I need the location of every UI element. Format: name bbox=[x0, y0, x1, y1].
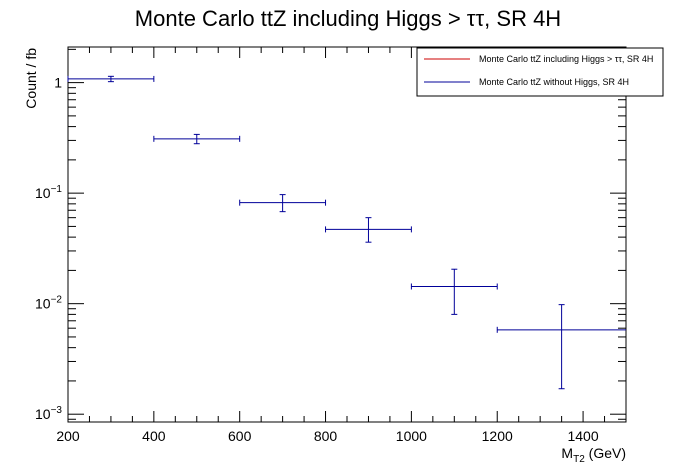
x-axis-label-main: M bbox=[561, 445, 573, 461]
data-point bbox=[239, 194, 327, 213]
data-point bbox=[67, 75, 155, 83]
y-tick-label: 10−1 bbox=[35, 184, 62, 201]
plot-frame bbox=[67, 46, 627, 423]
y-tick-label-base: 10 bbox=[35, 406, 51, 422]
y-tick-label: 1 bbox=[54, 75, 62, 91]
x-axis-label: MT2 (GeV) bbox=[561, 445, 626, 465]
x-tick-label: 400 bbox=[142, 428, 166, 444]
y-tick-label-exponent: −1 bbox=[51, 184, 63, 195]
x-tick-label: 800 bbox=[314, 428, 338, 444]
x-axis-label-unit: (GeV) bbox=[585, 445, 626, 461]
x-tick-label: 1200 bbox=[482, 428, 513, 444]
legend: Monte Carlo ttZ including Higgs > ττ, SR… bbox=[416, 47, 664, 97]
x-axis-label-sub: T2 bbox=[573, 454, 585, 465]
x-axis: 200 400 600 800 1000 1200 1400 bbox=[56, 47, 627, 444]
data-point bbox=[410, 268, 498, 315]
x-tick-label: 600 bbox=[228, 428, 252, 444]
y-tick-label: 10−2 bbox=[35, 295, 62, 312]
y-tick-label-exponent: −3 bbox=[51, 405, 63, 416]
chart-title: Monte Carlo ttZ including Higgs > ττ, SR… bbox=[135, 6, 561, 31]
y-tick-label: 10−3 bbox=[35, 405, 62, 422]
x-tick-label: 1000 bbox=[396, 428, 427, 444]
y-tick-label-base: 1 bbox=[54, 75, 62, 91]
legend-box bbox=[416, 47, 664, 97]
x-tick-label: 1400 bbox=[567, 428, 598, 444]
x-tick-label: 200 bbox=[56, 428, 80, 444]
series-layer bbox=[67, 75, 626, 390]
y-tick-label-base: 10 bbox=[35, 296, 51, 312]
y-tick-label-exponent: −2 bbox=[51, 295, 63, 306]
y-tick-label-base: 10 bbox=[35, 185, 51, 201]
data-point bbox=[325, 217, 412, 243]
data-point bbox=[496, 304, 626, 390]
data-point bbox=[153, 133, 241, 145]
y-axis-label: Count / fb bbox=[23, 48, 39, 109]
y-axis: 110−110−210−3 bbox=[35, 48, 626, 422]
legend-label: Monte Carlo ttZ without Higgs, SR 4H bbox=[479, 77, 629, 87]
legend-label: Monte Carlo ttZ including Higgs > ττ, SR… bbox=[479, 54, 653, 64]
